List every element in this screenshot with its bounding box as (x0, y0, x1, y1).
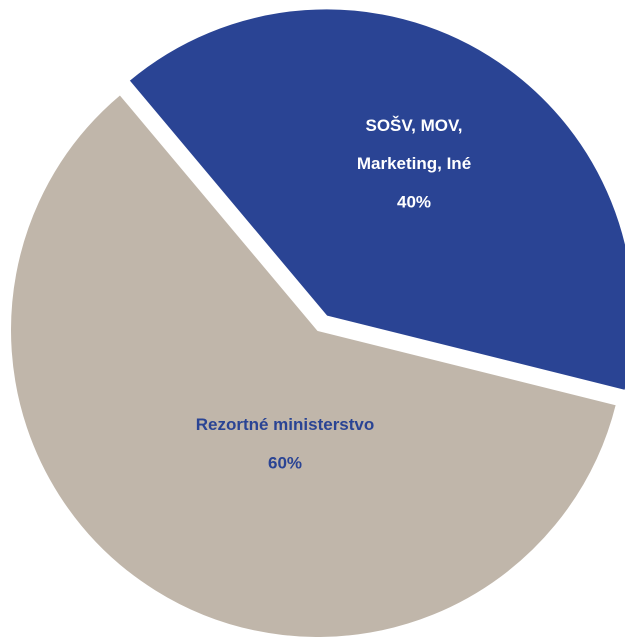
slice-label-line: Marketing, Iné (357, 154, 471, 173)
slice-label: Rezortné ministerstvo (196, 415, 375, 434)
slice-label-line: Rezortné ministerstvo (196, 415, 375, 434)
slice-value-label: 60% (268, 453, 302, 472)
slice-value-label: 40% (397, 192, 431, 211)
pie-slice (127, 7, 625, 392)
slice-label-line: SOŠV, MOV, (365, 116, 462, 135)
pie-slice (9, 93, 618, 637)
slice-label: SOŠV, MOV, Marketing, Iné (357, 116, 471, 173)
